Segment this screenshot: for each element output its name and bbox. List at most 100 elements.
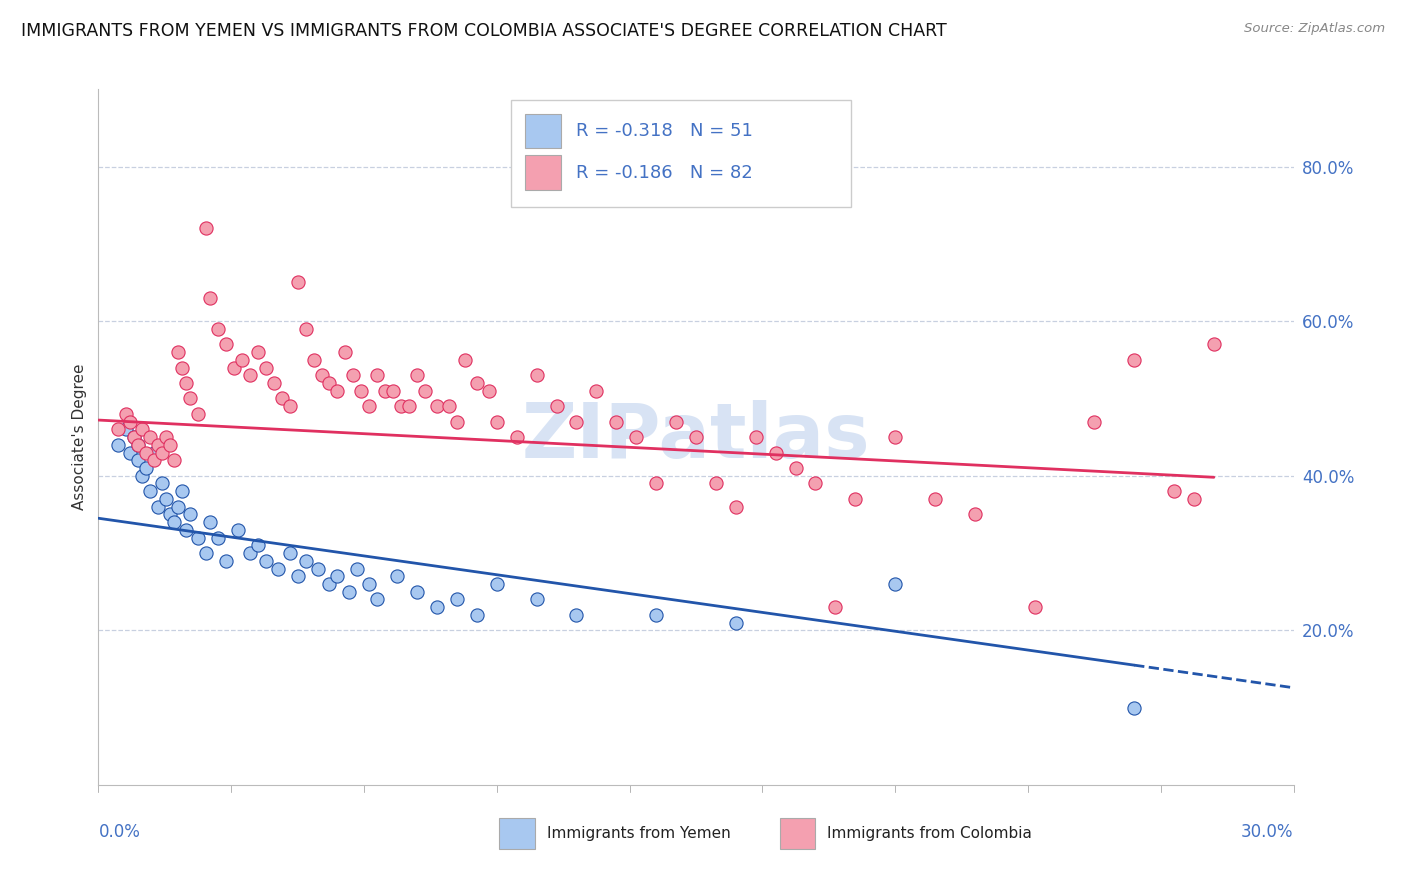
Point: [287, 569, 309, 583]
Point: [294, 554, 316, 568]
Point: [239, 368, 262, 383]
Point: [526, 592, 548, 607]
Point: [107, 438, 129, 452]
Point: [270, 392, 292, 406]
Point: [124, 430, 146, 444]
Point: [302, 352, 325, 367]
Point: [924, 491, 946, 506]
Point: [294, 322, 316, 336]
Point: [172, 484, 194, 499]
Point: [385, 569, 409, 583]
Point: [446, 415, 468, 429]
Point: [120, 415, 142, 429]
Point: [437, 399, 460, 413]
Point: [163, 453, 186, 467]
Text: IMMIGRANTS FROM YEMEN VS IMMIGRANTS FROM COLOMBIA ASSOCIATE'S DEGREE CORRELATION: IMMIGRANTS FROM YEMEN VS IMMIGRANTS FROM…: [21, 22, 946, 40]
Text: Immigrants from Yemen: Immigrants from Yemen: [547, 826, 730, 841]
Point: [150, 476, 173, 491]
Point: [287, 276, 309, 290]
Point: [139, 430, 162, 444]
Point: [120, 445, 142, 459]
Point: [159, 438, 181, 452]
Point: [254, 554, 277, 568]
Point: [346, 561, 368, 575]
Text: ZIPatlas: ZIPatlas: [522, 401, 870, 474]
Point: [335, 345, 357, 359]
Point: [167, 500, 190, 514]
Point: [824, 600, 846, 615]
Text: R = -0.318   N = 51: R = -0.318 N = 51: [576, 122, 754, 140]
Bar: [779, 818, 815, 849]
Point: [565, 607, 588, 622]
Point: [326, 384, 349, 398]
Text: Source: ZipAtlas.com: Source: ZipAtlas.com: [1244, 22, 1385, 36]
Point: [1123, 352, 1146, 367]
Point: [148, 500, 170, 514]
Point: [174, 376, 197, 390]
Point: [485, 577, 508, 591]
Text: Immigrants from Colombia: Immigrants from Colombia: [827, 826, 1032, 841]
Point: [143, 445, 166, 459]
Point: [115, 407, 138, 421]
Point: [585, 384, 607, 398]
Point: [389, 399, 412, 413]
Point: [645, 607, 668, 622]
Point: [318, 577, 340, 591]
Point: [626, 430, 648, 444]
Point: [413, 384, 436, 398]
Point: [127, 438, 149, 452]
Point: [342, 368, 364, 383]
Point: [263, 376, 285, 390]
Point: [426, 399, 449, 413]
Point: [605, 415, 627, 429]
Point: [278, 399, 301, 413]
Point: [239, 546, 262, 560]
Point: [179, 508, 201, 522]
Point: [159, 508, 181, 522]
Point: [187, 531, 209, 545]
Point: [174, 523, 197, 537]
Point: [318, 376, 340, 390]
Point: [339, 584, 361, 599]
Point: [765, 445, 787, 459]
Point: [155, 491, 177, 506]
Point: [163, 515, 186, 529]
Point: [963, 508, 986, 522]
Point: [446, 592, 468, 607]
Point: [804, 476, 827, 491]
Point: [724, 500, 747, 514]
Point: [246, 345, 269, 359]
Point: [246, 538, 269, 552]
Point: [172, 360, 194, 375]
Point: [198, 515, 221, 529]
Text: 30.0%: 30.0%: [1241, 823, 1294, 841]
Point: [426, 600, 449, 615]
Point: [226, 523, 249, 537]
Point: [485, 415, 508, 429]
Text: 0.0%: 0.0%: [98, 823, 141, 841]
Point: [311, 368, 333, 383]
Point: [124, 430, 146, 444]
FancyBboxPatch shape: [510, 100, 852, 208]
Point: [207, 531, 229, 545]
Point: [478, 384, 501, 398]
Point: [685, 430, 707, 444]
Bar: [499, 818, 534, 849]
Point: [278, 546, 301, 560]
Point: [135, 461, 157, 475]
Text: R = -0.186   N = 82: R = -0.186 N = 82: [576, 164, 754, 182]
Point: [506, 430, 529, 444]
Point: [884, 430, 907, 444]
Point: [1163, 484, 1185, 499]
Point: [326, 569, 349, 583]
Point: [254, 360, 277, 375]
Point: [195, 546, 218, 560]
Point: [195, 221, 218, 235]
Point: [148, 438, 170, 452]
Point: [465, 376, 488, 390]
Point: [222, 360, 245, 375]
Point: [374, 384, 396, 398]
Point: [465, 607, 488, 622]
Point: [1123, 700, 1146, 714]
Y-axis label: Associate's Degree: Associate's Degree: [72, 364, 87, 510]
